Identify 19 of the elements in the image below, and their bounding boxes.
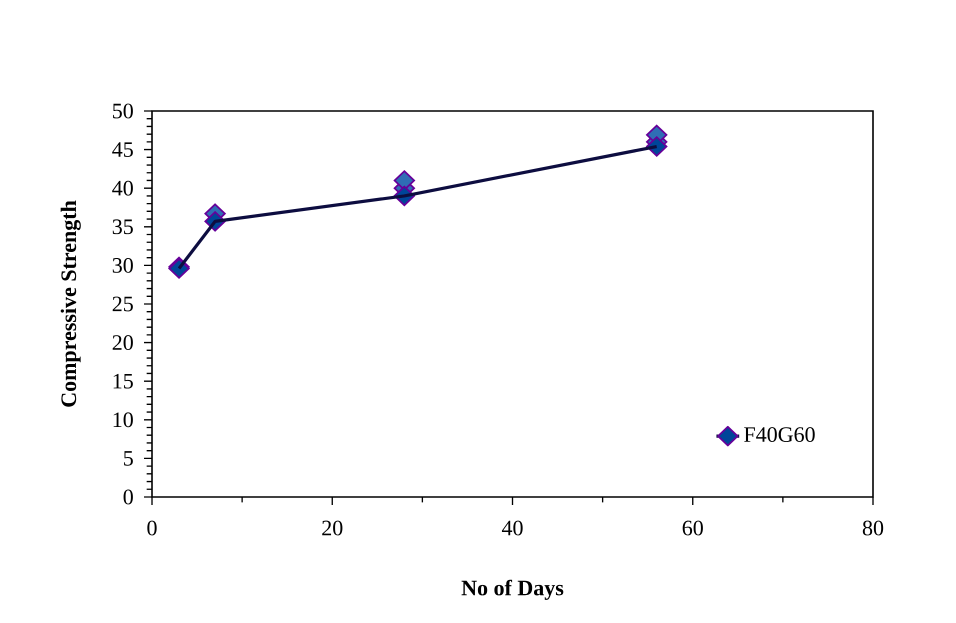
y-tick-label: 0 [124,490,133,504]
y-tick-label: 50 [113,104,133,118]
x-tick-label: 80 [862,520,884,536]
y-tick-label: 20 [112,335,133,350]
x-tick-label: 0 [147,520,157,536]
x-tick-label: 20 [322,520,342,536]
y-axis-title: Compressive Strength [60,200,81,407]
y-tick-label: 45 [112,142,133,157]
y-tick-label: 25 [112,296,133,312]
y-tick-label: 40 [112,180,133,196]
x-tick-label: 60 [682,520,703,536]
y-tick-label: 10 [114,412,133,428]
x-tick-label: 40 [502,520,523,536]
y-tick-label: 35 [112,219,133,234]
legend-label: F40G60 [744,427,815,442]
y-tick-label: 30 [112,258,133,273]
y-tick-label: 15 [114,374,133,389]
y-tick-label: 5 [124,451,133,466]
x-axis-title: No of Days [462,580,564,600]
